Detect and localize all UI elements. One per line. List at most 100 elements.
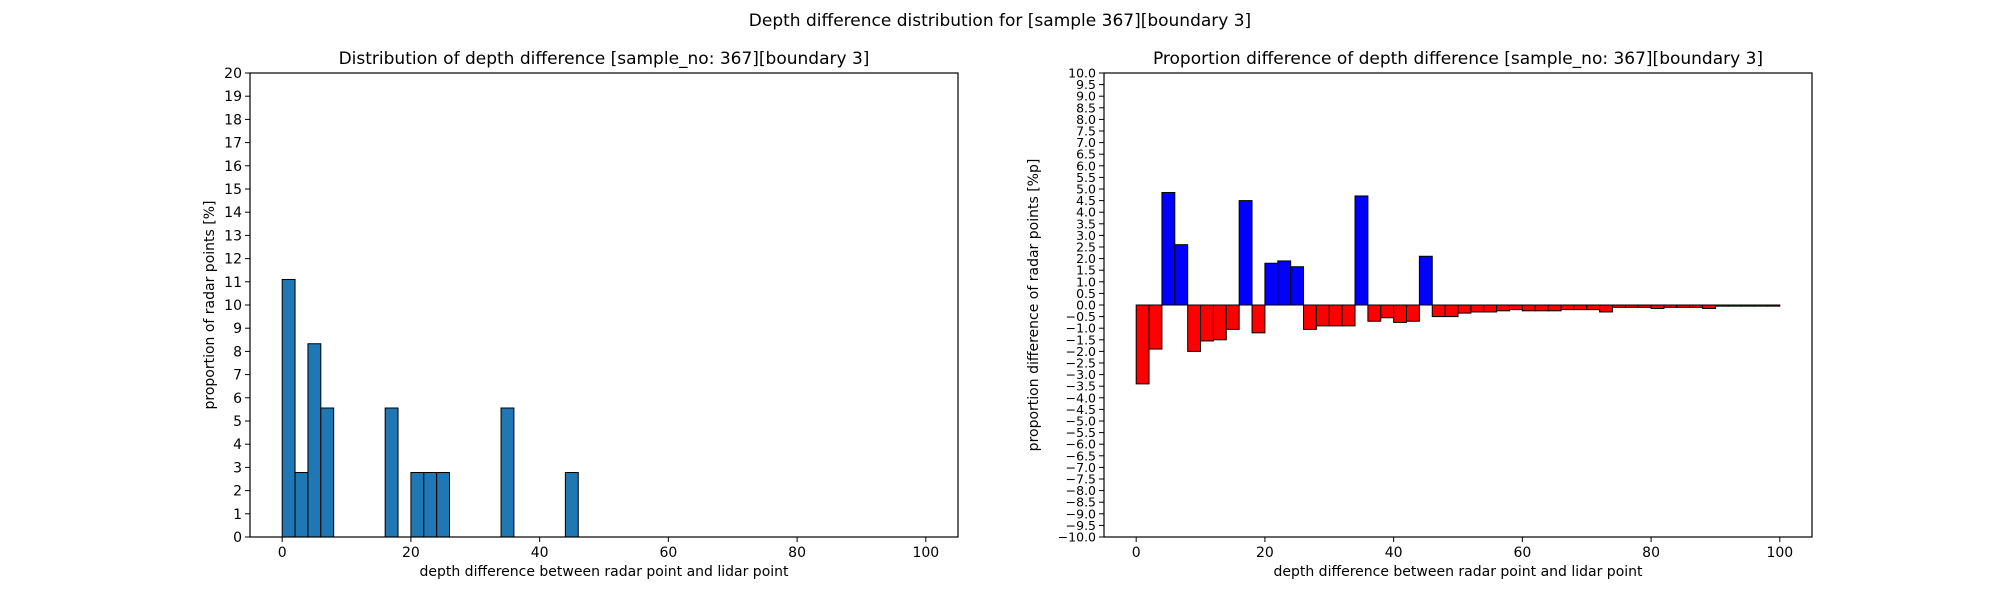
proportion-difference-chart-y-tick-label: −7.5 [1066,472,1096,487]
proportion-difference-chart-bar [1637,304,1652,308]
distribution-chart-y-tick-label: 19 [224,89,242,105]
distribution-chart-title: Distribution of depth difference [sample… [339,49,870,69]
proportion-difference-chart-y-tick-label: 4.0 [1076,205,1096,220]
proportion-difference-chart-y-tick-label: 6.0 [1076,158,1096,173]
proportion-difference-chart-bar [1431,304,1446,318]
proportion-difference-chart-bar [1740,304,1755,307]
proportion-difference-chart-bar [1174,244,1189,306]
proportion-difference-chart-x-tick-label: 20 [1256,545,1274,561]
proportion-difference-chart-y-tick-label: −1.5 [1066,332,1096,347]
proportion-difference-chart-y-tick-label: 1.5 [1076,263,1096,278]
proportion-difference-chart-bar [1560,304,1575,311]
proportion-difference-chart-y-tick-label: 10.0 [1068,66,1096,81]
proportion-difference-chart-bar [1702,304,1716,309]
proportion-difference-chart-bar [1418,255,1433,306]
proportion-difference-chart-bar [1650,304,1665,309]
proportion-difference-chart-bar [1573,304,1588,311]
distribution-chart-y-tick-label: 17 [224,136,242,152]
proportion-difference-chart-y-tick-label: 0.0 [1076,298,1096,313]
proportion-difference-chart-bar [1727,304,1742,307]
proportion-difference-chart-bar [1676,304,1691,308]
proportion-difference-chart-bar [1753,304,1768,307]
distribution-chart-y-label: proportion of radar points [%] [202,200,218,409]
proportion-difference-chart-x-tick-label: 100 [1766,545,1793,561]
proportion-difference-chart-y-tick-label: −2.0 [1066,344,1096,359]
proportion-difference-chart-bar [1264,262,1279,306]
proportion-difference-chart-bar [1444,304,1459,318]
proportion-difference-chart-x-tick-label: 0 [1132,545,1141,561]
proportion-difference-chart-bar [1496,304,1510,312]
proportion-difference-chart-y-tick-label: 3.5 [1076,216,1096,231]
proportion-difference-chart-y-tick-label: 8.5 [1076,100,1096,115]
distribution-chart-y-tick-label: 7 [233,368,242,384]
proportion-difference-chart-y-tick-label: −0.5 [1066,309,1096,324]
proportion-difference-chart-y-tick-label: −3.5 [1066,379,1096,394]
distribution-chart-y-tick-label: 18 [224,112,242,128]
proportion-difference-chart-bar [1483,304,1498,313]
proportion-difference-chart-bar [1406,304,1420,322]
proportion-difference-chart-y-tick-label: 3.0 [1076,228,1096,243]
proportion-difference-chart-bar [1303,304,1317,330]
figure-suptitle: Depth difference distribution for [sampl… [749,11,1251,31]
proportion-difference-chart-y-tick-label: 9.0 [1076,89,1096,104]
proportion-difference-chart-y-tick-label: 8.0 [1076,112,1096,127]
proportion-difference-chart-x-tick-label: 40 [1385,545,1403,561]
distribution-chart-y-tick-label: 20 [224,66,242,82]
proportion-difference-chart-bar [1624,304,1639,308]
distribution-chart-y-tick-label: 0 [233,530,242,546]
proportion-difference-chart-bar [1290,266,1305,306]
proportion-difference-chart-plot-frame [1103,72,1813,538]
proportion-difference-chart-bar [1225,304,1240,330]
proportion-difference-chart-bar [1766,304,1781,307]
proportion-difference-chart-bar [1161,191,1176,306]
proportion-difference-chart-bar [1135,304,1150,385]
distribution-chart-y-tick-label: 11 [224,275,242,291]
proportion-difference-chart-y-tick-label: 2.0 [1076,251,1096,266]
proportion-difference-chart-bar [1341,304,1356,327]
proportion-difference-chart-x-label: depth difference between radar point and… [1273,564,1643,580]
proportion-difference-chart-bar [1315,304,1330,327]
distribution-chart-y-tick-label: 15 [224,182,242,198]
proportion-difference-chart-y-tick-label: 5.0 [1076,182,1096,197]
proportion-difference-chart-y-tick-label: −5.0 [1066,414,1096,429]
proportion-difference-chart-y-tick-label: −9.5 [1066,518,1096,533]
proportion-difference-chart-y-tick-label: 7.0 [1076,135,1096,150]
proportion-difference-chart-y-tick-label: −4.5 [1066,402,1096,417]
proportion-difference-chart-bar [1508,304,1523,311]
proportion-difference-chart-y-tick-label: 9.5 [1076,77,1096,92]
proportion-difference-chart-bar [1200,304,1214,342]
proportion-difference-chart-y-tick-label: −6.0 [1066,437,1096,452]
distribution-chart-y-tick-label: 2 [233,484,242,500]
proportion-difference-chart-y-tick-label: 5.5 [1076,170,1096,185]
proportion-difference-chart-y-tick-label: 4.5 [1076,193,1096,208]
distribution-chart-bar [423,472,438,538]
proportion-difference-chart-bar [1238,200,1253,306]
proportion-difference-chart-bar [1251,304,1266,334]
proportion-difference-chart-bar [1470,304,1485,313]
proportion-difference-chart-y-tick-label: −8.0 [1066,483,1096,498]
distribution-chart-y-tick-label: 3 [233,460,242,476]
distribution-chart-bar [410,472,425,538]
distribution-chart-bar [320,407,335,538]
distribution-chart-y-tick-label: 14 [224,205,242,221]
proportion-difference-chart-y-tick-label: −6.5 [1066,448,1096,463]
proportion-difference-chart-bar [1547,304,1562,312]
distribution-chart-bar [294,472,309,538]
proportion-difference-chart-bar [1212,304,1227,341]
proportion-difference-chart-bar [1521,304,1536,312]
distribution-chart-bar [281,278,296,538]
distribution-chart-y-tick-label: 12 [224,252,242,268]
proportion-difference-chart-bar [1457,304,1472,314]
proportion-difference-chart-bar [1611,304,1626,308]
distribution-chart-y-tick-label: 16 [224,159,242,175]
distribution-chart-x-label: depth difference between radar point and… [419,564,789,580]
distribution-chart-ticks: 0 20 40 60 80 1000123456789101112131415161718… [224,66,939,561]
distribution-chart-y-tick-label: 9 [233,321,242,337]
distribution-chart-y-tick-label: 5 [233,414,242,430]
distribution-chart-bar [500,407,515,538]
distribution-chart-bar [436,472,451,538]
proportion-difference-chart-y-tick-label: 0.5 [1076,286,1096,301]
proportion-difference-chart-bar [1277,260,1292,306]
distribution-chart-y-tick-label: 6 [233,391,242,407]
